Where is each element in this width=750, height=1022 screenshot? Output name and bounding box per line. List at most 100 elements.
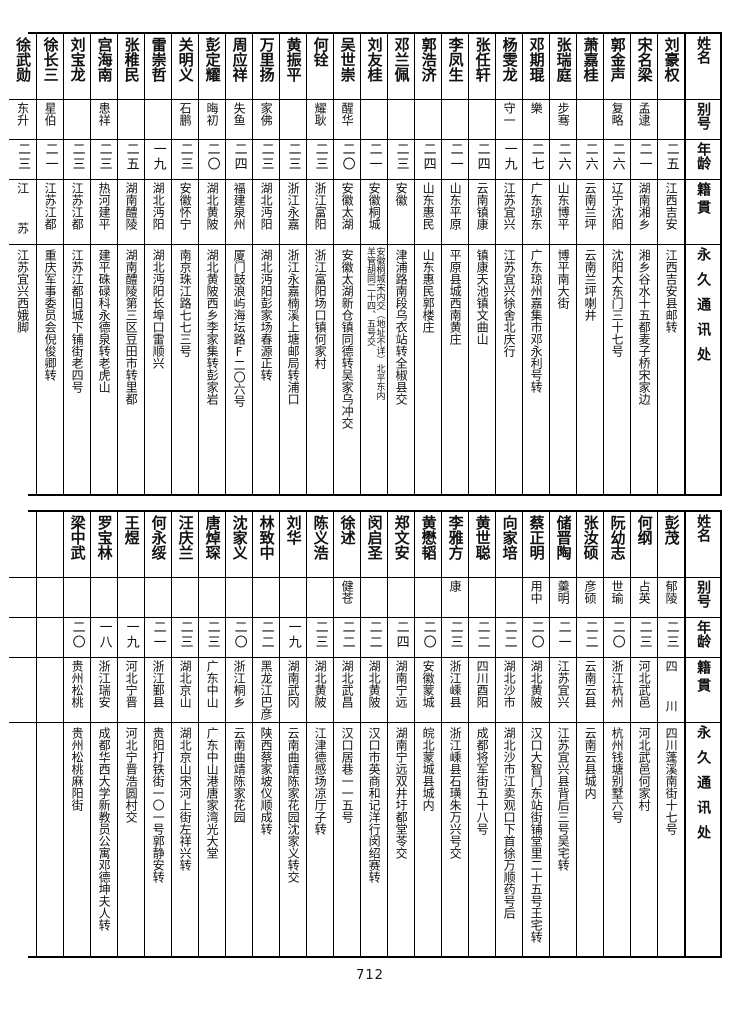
header-cell-alias: 别号 — [686, 100, 720, 140]
cell-age: 二一 — [631, 140, 657, 180]
cell-address-text: 云南云县城内 — [583, 727, 598, 799]
cell-address: 广东琼州嘉集市邓永利号转 — [523, 245, 549, 494]
cell-address-text: 山东惠民郭楼庄 — [421, 249, 436, 333]
roster-entry-column: 罗宝林 一八 浙江瑞安 成都华西大学新教员公寓邓德坤夫人转 — [90, 512, 117, 956]
header-cell-origin: 籍貫 — [686, 658, 720, 723]
cell-alias — [361, 100, 387, 140]
cell-alias-text: 世瑜 — [610, 580, 625, 604]
cell-name-text: 储晋陶 — [554, 515, 573, 560]
cell-age: 二七 — [523, 140, 549, 180]
cell-address-text: 镇康天池镇文曲山 — [475, 249, 490, 345]
cell-alias: 失鱼 — [226, 100, 252, 140]
cell-alias — [253, 578, 279, 618]
cell-age-text: 一九 — [501, 142, 517, 172]
cell-age: 二三 — [658, 618, 684, 658]
blank-column — [36, 512, 63, 956]
roster-entry-column: 万里扬 家佛 二三 湖北沔阳 湖北沔阳彭家场春源正转 — [252, 34, 279, 494]
cell-age-text: 二三 — [177, 620, 193, 650]
cell-age: 一八 — [91, 618, 117, 658]
cell-name: 周应祥 — [226, 34, 252, 100]
cell-address: 浙江富阳场口镇何家村 — [307, 245, 333, 494]
cell-age-text: 二三 — [15, 142, 31, 172]
roster-entry-column: 徐长三 星伯 二一 江苏江都 重庆军事委员会倪俊卿转 — [36, 34, 63, 494]
cell-name-text: 吴世崇 — [338, 37, 357, 82]
cell-address: 湖北沔阳长埠口雷顺兴 — [145, 245, 171, 494]
row-header-label: 籍貫 — [695, 182, 712, 218]
cell-address-text: 浙江富阳场口镇何家村 — [313, 249, 328, 369]
roster-entry-column: 张汝硕 彦硕 二二 云南云县 云南云县城内 — [576, 512, 603, 956]
cell-origin-text: 湖北黄陂 — [205, 182, 220, 230]
cell-name: 陈义浩 — [307, 512, 333, 578]
cell-age: 二〇 — [226, 618, 252, 658]
roster-entry-column: 彭定耀 晦初 二〇 湖北黄陂 湖北黄陂西乡李家集转彭家岩 — [198, 34, 225, 494]
cell-name-text: 张任轩 — [473, 37, 492, 82]
cell-origin-text: 安徽太湖 — [340, 182, 355, 230]
cell-age: 二三 — [253, 140, 279, 180]
cell-age-text: 二二 — [339, 620, 355, 650]
cell-address: 陕西蔡家坡仪顺成转 — [253, 723, 279, 956]
cell-alias — [469, 100, 495, 140]
cell-name: 宫海南 — [91, 34, 117, 100]
cell-name-text: 黄世聪 — [473, 515, 492, 560]
cell-age: 二三 — [172, 618, 198, 658]
cell-alias-text: 樂 — [529, 102, 544, 114]
cell-address: 皖北蒙城县城内 — [415, 723, 441, 956]
cell-alias-text: 晦初 — [205, 102, 220, 126]
cell-address-text: 湖北沔阳彭家场春源正转 — [259, 249, 274, 381]
cell-address: 贵州松桃麻阳街 — [64, 723, 90, 956]
cell-age-text: 二三 — [285, 142, 301, 172]
cell-name: 郑文安 — [388, 512, 414, 578]
cell-name-text: 张稚民 — [122, 37, 141, 82]
cell-origin-text: 山东博平 — [556, 182, 571, 230]
header-cell-address: 永久通讯处 — [686, 723, 720, 956]
cell-origin: 湖北黄陂 — [523, 658, 549, 723]
cell-name: 何铨 — [307, 34, 333, 100]
cell-origin-text: 湖北沔阳 — [259, 182, 274, 230]
cell-address-text: 陕西蔡家坡仪顺成转 — [259, 727, 274, 835]
cell-age-text: 二三 — [177, 142, 193, 172]
cell-age: 二一 — [550, 618, 576, 658]
cell-name: 王煜 — [118, 512, 144, 578]
cell-origin: 山东惠民 — [415, 180, 441, 245]
cell-alias-text: 石鹏 — [178, 102, 193, 126]
cell-name-text: 汪庆兰 — [176, 515, 195, 560]
cell-name: 李凤生 — [442, 34, 468, 100]
cell-age: 一九 — [118, 618, 144, 658]
roster-entry-column: 阮幼志 世瑜 二〇 浙江杭州 杭州钱塘别墅六号 — [603, 512, 630, 956]
cell-age-text: 二〇 — [231, 620, 247, 650]
cell-address-text: 湖南醴陵第三区豆田市转里都 — [124, 249, 139, 405]
cell-name: 林致中 — [253, 512, 279, 578]
blank-cell — [37, 512, 63, 578]
cell-age-text: 二〇 — [609, 620, 625, 650]
cell-name-text: 邓期琨 — [527, 37, 546, 82]
blank-cell — [9, 618, 36, 658]
cell-address-text: 江苏宜兴西娥脚 — [15, 249, 30, 333]
header-cell-origin: 籍貫 — [686, 180, 720, 245]
cell-age: 二二 — [496, 618, 522, 658]
cell-name-text: 雷崇哲 — [149, 37, 168, 82]
roster-entry-column: 吴世崇 醒华 二〇 安徽太湖 安徽太湖新仓镇同德转吴家乌冲交 — [333, 34, 360, 494]
cell-address: 安徽桐城宋内交（地址不详）北平东内 羊管胡同二十四、五号交 — [361, 245, 387, 494]
address-subcolumn: 安徽桐城宋内交（地址不详）北平东内 — [374, 247, 385, 400]
cell-address-text: 广东琼州嘉集市邓永利号转 — [529, 249, 544, 393]
roster-entry-column: 梁中武 二〇 贵州松桃 贵州松桃麻阳街 — [63, 512, 90, 956]
cell-age-text: 二二 — [258, 620, 274, 650]
roster-entry-column: 黄懋韬 二〇 安徽蒙城 皖北蒙城县城内 — [414, 512, 441, 956]
cell-address-text: 博平南大街 — [556, 249, 571, 309]
cell-address: 津浦路南段乌衣站转全椒县交 — [388, 245, 414, 494]
cell-alias: 晦初 — [199, 100, 225, 140]
cell-alias: 石鹏 — [172, 100, 198, 140]
cell-origin-text: 浙江鄞县 — [151, 660, 166, 708]
cell-alias-text: 康 — [448, 580, 463, 592]
cell-name-text: 郭金声 — [608, 37, 627, 82]
cell-alias: 健苍 — [334, 578, 360, 618]
cell-address: 江西吉安县邮转 — [658, 245, 684, 494]
cell-address-text: 湖北京山宋河上街左祥兴转 — [178, 727, 193, 871]
cell-name-text: 萧嘉桂 — [581, 37, 600, 82]
cell-address-text: 河北武邑何家村 — [637, 727, 652, 811]
cell-age: 一九 — [145, 140, 171, 180]
cell-name: 徐武勋 — [9, 34, 36, 100]
cell-name-text: 刘豪权 — [662, 37, 681, 82]
cell-name-text: 沈家义 — [230, 515, 249, 560]
cell-age-text: 二〇 — [339, 142, 355, 172]
